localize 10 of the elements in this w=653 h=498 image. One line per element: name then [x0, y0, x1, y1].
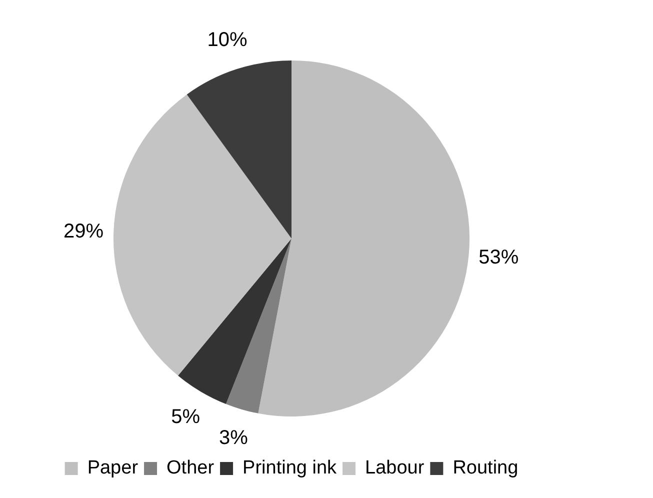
data-label: 10% [207, 29, 248, 52]
legend-label: Printing ink [242, 458, 338, 479]
legend-label: Routing [452, 458, 518, 479]
data-label: 5% [171, 406, 200, 428]
legend-label: Paper [87, 458, 139, 479]
data-label: 29% [64, 220, 104, 242]
data-label: 53% [478, 246, 519, 269]
legend-label: Other [166, 458, 215, 479]
legend-label: Labour [365, 458, 425, 479]
data-label: 3% [219, 426, 248, 449]
